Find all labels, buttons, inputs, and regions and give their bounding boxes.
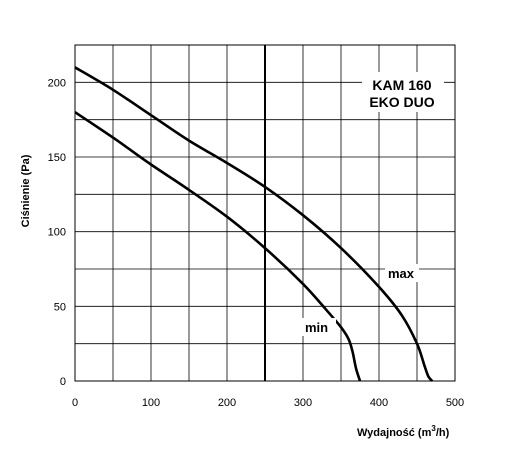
x-axis-label: Wydajność (m3/h) [357, 424, 450, 439]
x-tick-label: 200 [218, 397, 236, 409]
plot-frame [74, 44, 456, 382]
tick-labels: 0 100 200 300 400 500 0 50 100 150 200 [48, 77, 465, 409]
series-line-max [74, 66, 434, 382]
y-tick-label: 50 [54, 301, 66, 313]
y-tick-label: 150 [48, 152, 66, 164]
model-name-line1: KAM 160 [372, 77, 431, 93]
curves [74, 66, 434, 382]
max-label-background [385, 264, 419, 282]
model-name-line2: EKO DUO [369, 94, 434, 110]
x-tick-label: 400 [370, 397, 388, 409]
min-label-background [302, 318, 336, 336]
y-tick-label: 200 [48, 77, 66, 89]
x-tick-label: 0 [72, 397, 78, 409]
series-label-max: max [388, 266, 415, 281]
x-tick-label: 100 [142, 397, 160, 409]
y-tick-label: 0 [60, 376, 66, 388]
y-axis-label: Ciśnienie (Pa) [20, 154, 32, 227]
series-label-min: min [305, 320, 328, 335]
y-tick-label: 100 [48, 227, 66, 239]
model-label-background [362, 72, 444, 112]
x-tick-label: 500 [446, 397, 464, 409]
x-tick-label: 300 [294, 397, 312, 409]
series-line-min [74, 111, 362, 382]
